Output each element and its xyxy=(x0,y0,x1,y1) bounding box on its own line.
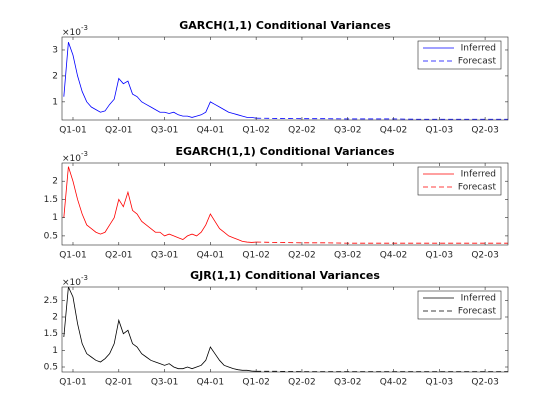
series-line xyxy=(63,287,257,372)
x-tick-label: Q3-01 xyxy=(151,251,179,261)
x-tick-label: Q1-03 xyxy=(426,378,454,388)
y-tick-label: 2 xyxy=(52,313,58,323)
x-tick-label: Q3-01 xyxy=(151,378,179,388)
x-tick-label: Q2-03 xyxy=(471,251,499,261)
x-tick-label: Q2-02 xyxy=(288,251,316,261)
y-exponent-base: ×10 xyxy=(62,154,81,164)
series-line xyxy=(256,241,508,244)
x-tick-label: Q3-01 xyxy=(151,126,179,136)
y-tick-label: 2 xyxy=(52,177,58,187)
y-tick-label: 1.5 xyxy=(44,195,58,205)
axes-box xyxy=(61,286,509,373)
x-tick-label: Q4-02 xyxy=(380,126,408,136)
chart-title: GARCH(1,1) Conditional Variances xyxy=(179,19,391,32)
y-tick-label: 1 xyxy=(52,346,58,356)
y-tick-label: 1.5 xyxy=(44,329,58,339)
y-tick-label: 0.5 xyxy=(44,231,58,241)
axes-box xyxy=(61,162,509,246)
chart-title: EGARCH(1,1) Conditional Variances xyxy=(175,145,394,158)
x-tick-label: Q2-01 xyxy=(105,378,133,388)
x-tick-label: Q1-03 xyxy=(426,251,454,261)
y-tick-label: 0.5 xyxy=(44,363,58,373)
x-tick-label: Q3-02 xyxy=(334,126,362,136)
x-tick-label: Q1-01 xyxy=(59,251,87,261)
legend-box xyxy=(417,166,502,196)
legend-box xyxy=(417,290,502,320)
legend-box xyxy=(417,40,502,70)
x-tick-label: Q2-03 xyxy=(471,378,499,388)
y-exponent-power: -3 xyxy=(81,24,88,32)
x-tick-label: Q2-01 xyxy=(105,251,133,261)
x-tick-label: Q1-03 xyxy=(426,126,454,136)
y-tick-label: 2 xyxy=(52,71,58,81)
chart-title: GJR(1,1) Conditional Variances xyxy=(190,269,380,282)
y-exponent: ×10-3 xyxy=(62,24,88,38)
y-exponent-power: -3 xyxy=(81,274,88,282)
legend-label: Inferred xyxy=(461,44,496,54)
x-tick-label: Q2-02 xyxy=(288,378,316,388)
y-exponent-base: ×10 xyxy=(62,278,81,288)
x-tick-label: Q2-01 xyxy=(105,126,133,136)
legend-label: Forecast xyxy=(458,307,497,317)
x-tick-label: Q4-02 xyxy=(380,251,408,261)
x-tick-label: Q4-01 xyxy=(197,251,225,261)
legend-label: Inferred xyxy=(461,294,496,304)
y-tick-label: 1 xyxy=(52,97,58,107)
x-tick-label: Q4-01 xyxy=(197,126,225,136)
series-line xyxy=(256,117,508,120)
y-exponent: ×10-3 xyxy=(62,274,88,288)
y-exponent: ×10-3 xyxy=(62,150,88,164)
x-tick-label: Q1-02 xyxy=(242,251,270,261)
x-tick-label: Q3-02 xyxy=(334,251,362,261)
y-tick-label: 2.5 xyxy=(44,296,58,306)
x-tick-label: Q1-02 xyxy=(242,378,270,388)
x-tick-label: Q3-02 xyxy=(334,378,362,388)
y-tick-label: 3 xyxy=(52,45,58,55)
y-exponent-base: ×10 xyxy=(62,28,81,38)
x-tick-label: Q2-03 xyxy=(471,126,499,136)
x-tick-label: Q4-02 xyxy=(380,378,408,388)
x-tick-label: Q1-01 xyxy=(59,378,87,388)
series-line xyxy=(63,166,257,243)
legend-label: Inferred xyxy=(461,170,496,180)
legend-label: Forecast xyxy=(458,183,497,193)
x-tick-label: Q1-02 xyxy=(242,126,270,136)
x-tick-label: Q1-01 xyxy=(59,126,87,136)
series-line xyxy=(63,42,257,119)
axes-box xyxy=(61,36,509,121)
y-tick-label: 1 xyxy=(52,213,58,223)
y-exponent-power: -3 xyxy=(81,150,88,158)
x-tick-label: Q4-01 xyxy=(197,378,225,388)
legend-label: Forecast xyxy=(458,57,497,67)
x-tick-label: Q2-02 xyxy=(288,126,316,136)
